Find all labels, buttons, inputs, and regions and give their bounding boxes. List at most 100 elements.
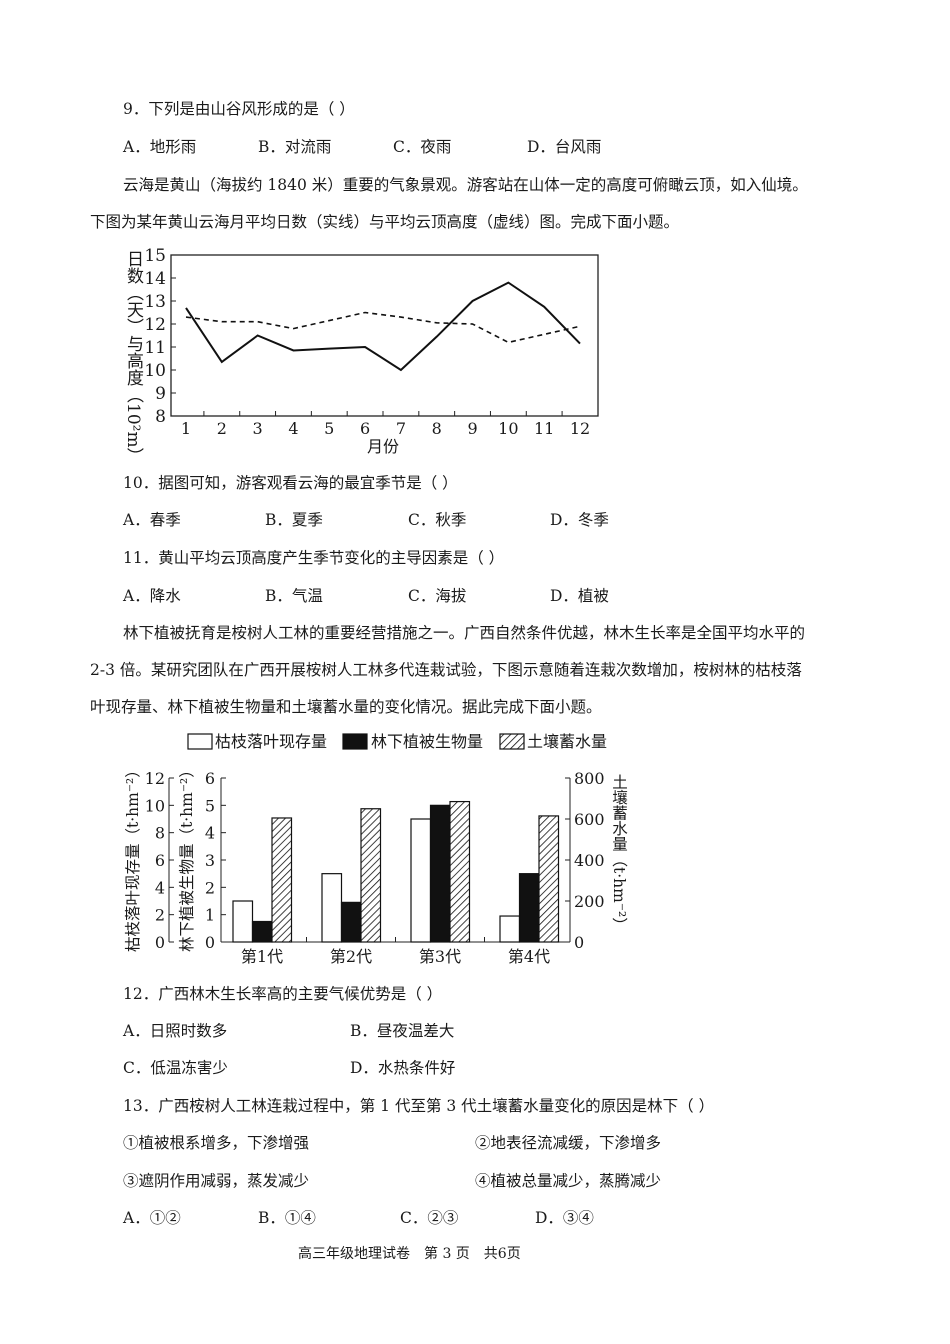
legend-label-biomass: 林下植被生物量 [371,732,484,751]
x-tick-label: 7 [396,419,406,438]
legend-label-soil-water: 土壤蓄水量 [527,732,608,751]
bar-white [410,818,432,943]
q11-option-d: D．植被 [550,587,609,605]
y-tick-label: 15 [144,246,166,266]
y-tick-label: 14 [144,269,166,289]
q11-stem: 11．黄山平均云顶高度产生季节变化的主导因素是（ ） [123,549,505,567]
q9-option-c: C．夜雨 [393,138,452,156]
q9-option-d: D．台风雨 [527,138,602,156]
y-tick-label: 12 [144,315,166,335]
bar-hatch [538,815,560,943]
x-tick-label: 6 [360,419,370,438]
q10-option-c: C．秋季 [408,511,467,529]
q13-item-3: ③遮阴作用减弱，蒸发减少 [123,1172,310,1190]
y-tick-label: 13 [144,292,166,312]
bar-chart-right-label: 土壤蓄水量（t·hm⁻²） [610,774,628,933]
q9-option-a: A．地形雨 [123,138,197,156]
left-inner-tick-label: 0 [205,933,215,952]
right-tick-label: 800 [574,769,605,788]
right-tick-label: 0 [574,933,584,952]
q10-option-a: A．春季 [123,511,181,529]
x-tick-label: 4 [288,419,298,438]
x-tick-label: 8 [432,419,442,438]
q12-option-d: D．水热条件好 [350,1059,456,1077]
q12-stem: 12．广西林木生长率高的主要气候优势是（ ） [123,985,443,1003]
bar-black [518,873,540,943]
left-inner-tick-label: 3 [205,851,215,870]
x-tick-label: 9 [467,419,477,438]
intro2-line3: 叶现存量、林下植被生物量和土壤蓄水量的变化情况。据此完成下面小题。 [90,698,602,716]
legend-label-litter: 枯枝落叶现存量 [215,732,328,751]
right-tick-label: 600 [574,810,605,829]
q13-item-1: ①植被根系增多，下渗增强 [123,1134,310,1152]
left-inner-tick-label: 5 [205,796,215,815]
bar-white [232,900,254,943]
q13-item-4: ④植被总量减少，蒸腾减少 [475,1172,662,1190]
bar-white [499,915,521,943]
q13-item-2: ②地表径流减缓，下渗增多 [475,1134,662,1152]
q9-option-b: B．对流雨 [258,138,332,156]
q10-option-b: B．夏季 [265,511,323,529]
intro2-line1: 林下植被抚育是桉树人工林的重要经营措施之一。广西自然条件优越，林木生长率是全国平… [123,624,806,642]
left-inner-tick-label: 2 [205,878,215,897]
left-outer-tick-label: 12 [145,769,165,788]
q9-stem: 9．下列是由山谷风形成的是（ ） [123,100,355,118]
bar-black [429,804,451,943]
y-tick-label: 9 [155,384,166,404]
left-outer-tick-label: 4 [155,878,165,897]
y-tick-label: 11 [144,338,166,358]
q10-stem: 10．据图可知，游客观看云海的最宜季节是（ ） [123,474,458,492]
line-chart-x-label: 月份 [367,437,400,456]
intro1-line2: 下图为某年黄山云海月平均日数（实线）与平均云顶高度（虚线）图。完成下面小题。 [90,213,680,231]
q13-option-d: D．③④ [535,1209,594,1227]
x-tick-label: 11 [534,419,554,438]
q11-option-a: A．降水 [123,587,181,605]
legend-swatch-2 [499,733,525,750]
q12-option-a: A．日照时数多 [123,1022,228,1040]
cloud-top-height-line [185,311,581,344]
x-tick-label: 5 [324,419,334,438]
x-category-label: 第2代 [330,947,372,966]
bar-black [340,901,362,943]
bar-white [321,873,343,943]
y-tick-label: 8 [155,407,166,427]
left-inner-tick-label: 6 [205,769,215,788]
q11-option-b: B．气温 [265,587,323,605]
left-inner-tick-label: 4 [205,824,215,843]
x-category-label: 第4代 [508,947,550,966]
q12-option-c: C．低温冻害少 [123,1059,228,1077]
right-tick-label: 400 [574,851,605,870]
x-tick-label: 1 [181,419,191,438]
bar-hatch [271,817,293,943]
days-line [185,281,581,372]
x-tick-label: 2 [217,419,227,438]
x-tick-label: 12 [570,419,590,438]
right-tick-label: 200 [574,892,605,911]
q11-option-c: C．海拔 [408,587,467,605]
plot-frame [170,254,599,417]
x-tick-label: 3 [253,419,263,438]
q13-option-c: C．②③ [400,1209,459,1227]
bar-chart-left-inner-label: 林下植被生物量（t·hm⁻²） [178,762,196,952]
q13-option-b: B．①④ [258,1209,316,1227]
bar-chart-left-outer-label: 枯枝落叶现存量（t·hm⁻²） [124,762,142,952]
bar-black [251,920,273,943]
intro1-line1: 云海是黄山（海拔约 1840 米）重要的气象景观。游客站在山体一定的高度可俯瞰云… [123,176,808,194]
q13-option-a: A．①② [123,1209,181,1227]
intro2-line2: 2-3 倍。某研究团队在广西开展桉树人工林多代连栽试验，下图示意随着连栽次数增加… [90,661,802,679]
left-inner-tick-label: 1 [205,906,215,925]
legend-swatch-1 [342,733,368,750]
left-outer-tick-label: 10 [145,796,165,815]
x-category-label: 第1代 [241,947,283,966]
bar-hatch [449,800,471,943]
line-chart-y-label: 日数（天）与高度（10²m） [123,250,143,465]
x-tick-label: 10 [498,419,518,438]
left-outer-tick-label: 8 [155,824,165,843]
legend-swatch-0 [187,733,213,750]
q12-option-b: B．昼夜温差大 [350,1022,455,1040]
left-outer-tick-label: 2 [155,906,165,925]
q13-stem: 13．广西桉树人工林连栽过程中，第 1 代至第 3 代土壤蓄水量变化的原因是林下… [123,1097,715,1115]
q10-option-d: D．冬季 [550,511,609,529]
left-outer-tick-label: 0 [155,933,165,952]
